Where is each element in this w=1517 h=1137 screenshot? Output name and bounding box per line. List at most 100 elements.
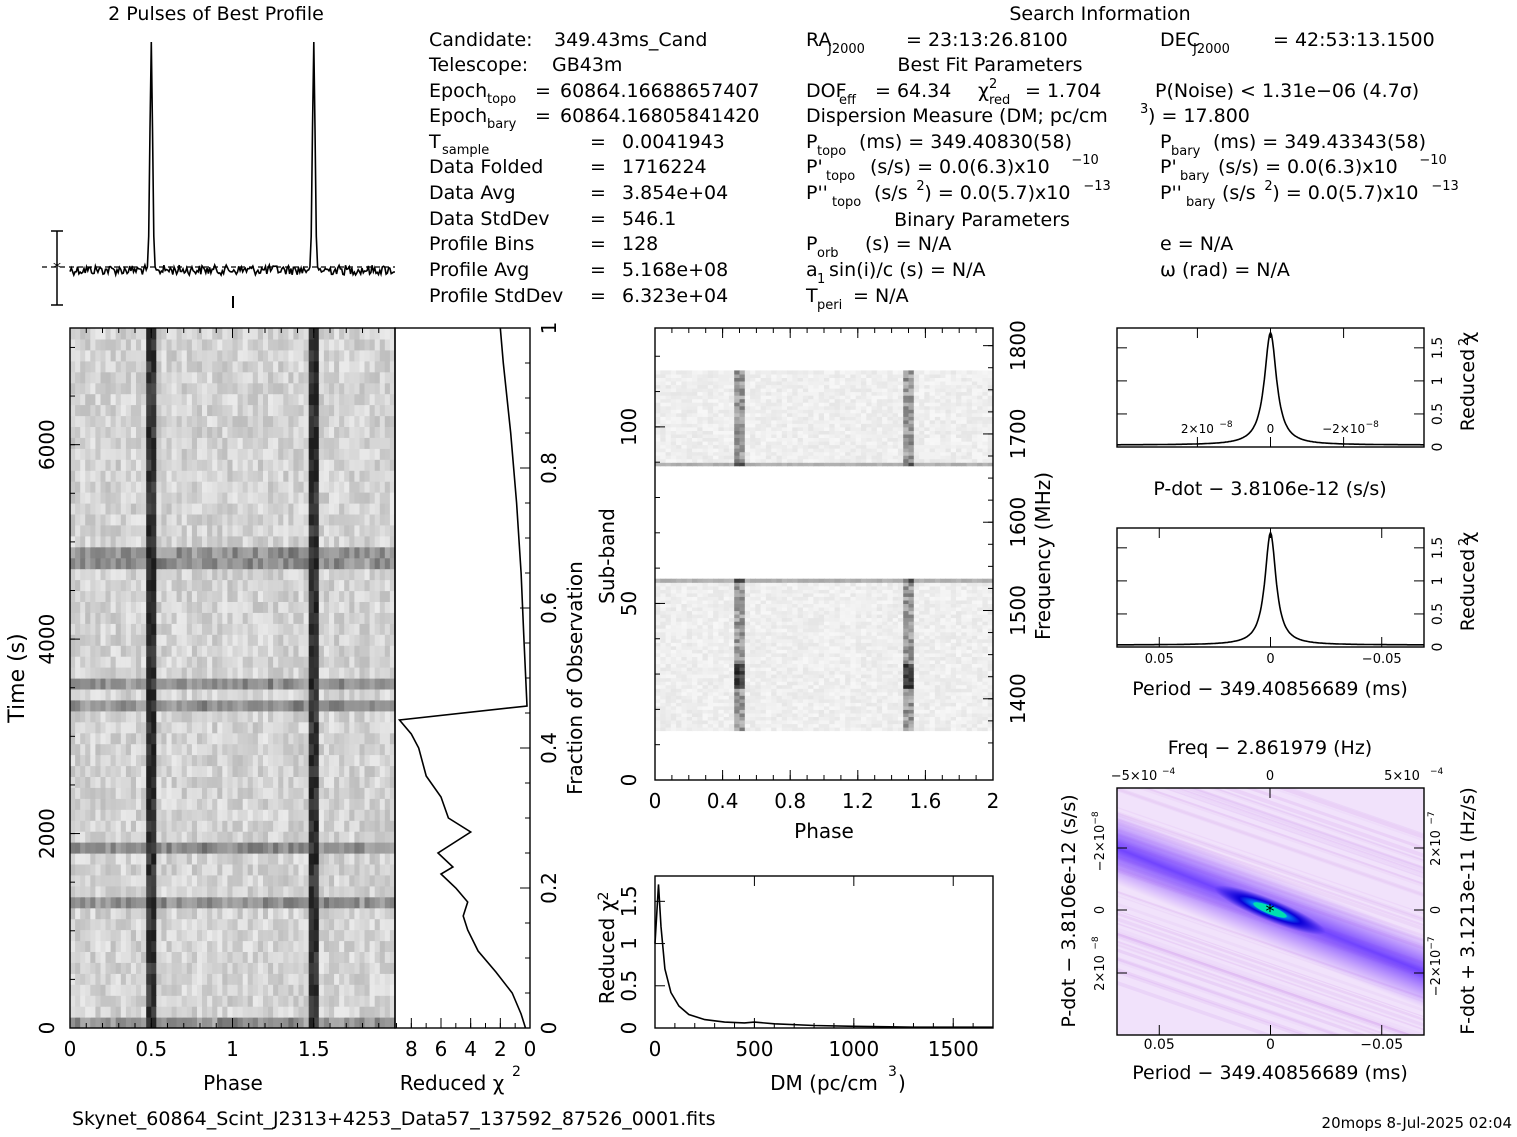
time-phase-cell [253,645,259,657]
time-phase-cell [385,481,391,493]
time-phase-cell [156,689,162,701]
time-phase-cell [309,820,315,832]
time-phase-cell [238,766,244,778]
time-phase-cell [70,886,76,898]
subband-cell [782,727,788,731]
time-phase-cell [207,776,213,788]
time-phase-cell [167,514,173,526]
time-phase-cell [151,328,157,340]
time-phase-cell [258,962,264,974]
time-phase-cell [85,897,91,909]
time-phase-cell [248,984,254,996]
time-phase-cell [339,962,345,974]
subband-cell [681,706,687,710]
time-phase-cell [156,426,162,438]
time-phase-cell [349,394,355,406]
time-phase-cell [263,842,269,854]
time-phase-cell [238,394,244,406]
time-phase-cell [385,787,391,799]
time-phase-cell [202,503,208,515]
time-phase-cell [268,842,274,854]
subband-cell [660,713,666,717]
time-phase-cell [233,569,239,581]
subband-cell [718,709,724,713]
subband-cell [840,709,846,713]
time-phase-cell [202,656,208,668]
time-phase-cell [349,645,355,657]
subband-cell [882,727,888,731]
time-phase-cell [370,711,376,723]
time-phase-cell [111,722,117,734]
time-phase-cell [375,951,381,963]
time-phase-cell [360,634,366,646]
time-phase-cell [334,350,340,362]
time-phase-cell [182,634,188,646]
time-phase-cell [187,820,193,832]
time-phase-cell [283,700,289,712]
time-phase-cell [370,580,376,592]
time-phase-cell [75,995,81,1007]
time-phase-cell [324,623,330,635]
time-phase-cell [116,875,122,887]
info-deriv-exp: −13 [1431,179,1458,194]
time-phase-cell [319,755,325,767]
subband-cell [777,702,783,706]
time-phase-cell [268,722,274,734]
time-phase-cell [299,361,305,373]
time-phase-cell [380,678,386,690]
time-phase-cell [141,634,147,646]
time-phase-cell [309,722,315,734]
time-phase-cell [278,941,284,953]
time-phase-cell [106,383,112,395]
subband-cell [893,727,899,731]
time-phase-cell [151,897,157,909]
time-phase-cell [192,536,198,548]
time-phase-cell [70,437,76,449]
time-phase-cell [375,645,381,657]
time-phase-cell [121,601,127,613]
time-phase-cell [375,470,381,482]
time-phase-cell [278,776,284,788]
time-phase-cell [90,919,96,931]
time-phase-cell [370,448,376,460]
subband-cell [835,702,841,706]
time-phase-cell [293,941,299,953]
time-phase-cell [151,372,157,384]
time-phase-cell [278,503,284,515]
time-phase-cell [339,667,345,679]
time-phase-cell [293,569,299,581]
time-phase-cell [141,416,147,428]
time-phase-cell [263,919,269,931]
time-phase-cell [156,962,162,974]
time-phase-cell [385,634,391,646]
time-phase-cell [370,776,376,788]
time-phase-cell [233,405,239,417]
subband-cell [909,724,915,728]
time-phase-cell [217,623,223,635]
time-phase-cell [339,984,345,996]
time-phase-cell [273,623,279,635]
time-phase-cell [106,864,112,876]
time-phase-cell [146,787,152,799]
subband-cell [850,713,856,717]
time-phase-cell [146,383,152,395]
time-phase-cell [375,941,381,953]
time-phase-cell [222,470,228,482]
time-phase-cell [212,941,218,953]
time-phase-cell [385,689,391,701]
subband-cell [803,706,809,710]
time-phase-cell [116,700,122,712]
time-phase-cell [116,744,122,756]
time-phase-cell [370,645,376,657]
time-phase-cell [136,612,142,624]
time-phase-cell [344,984,350,996]
subband-cell [777,720,783,724]
time-phase-cell [101,350,107,362]
time-phase-cell [167,448,173,460]
time-phase-cell [207,787,213,799]
time-phase-cell [121,525,127,537]
time-phase-cell [380,394,386,406]
time-phase-cell [293,787,299,799]
time-phase-cell [370,820,376,832]
subband-cell [961,709,967,713]
